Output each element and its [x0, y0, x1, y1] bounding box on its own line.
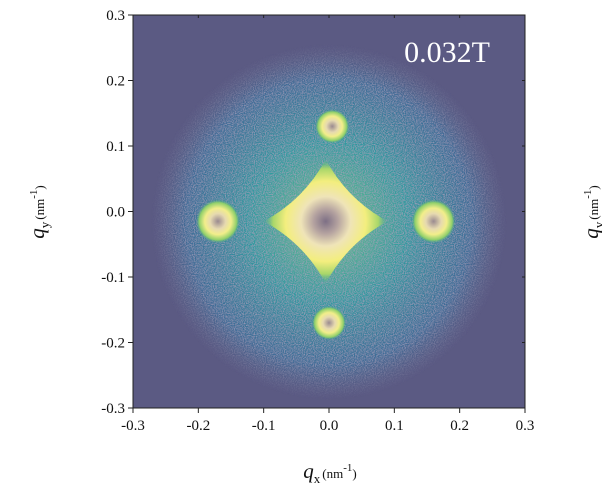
x-label-subscript: x — [314, 471, 321, 486]
image-area: 0.032T — [133, 15, 525, 408]
y-tick-label: 0.2 — [106, 74, 125, 90]
x-tick-label: 0.2 — [450, 418, 469, 434]
bragg-peak — [411, 199, 456, 244]
y-label-close: ) — [586, 185, 601, 189]
y-tick-label: -0.3 — [101, 401, 125, 417]
y-label-unit: (nm — [32, 199, 47, 220]
central-peak — [263, 159, 388, 284]
y-tick-label: 0.1 — [106, 139, 125, 155]
bragg-peak — [312, 305, 346, 340]
y-label-symbol: q — [579, 228, 602, 239]
y-label-unit: (nm — [586, 199, 601, 220]
y-label-subscript: y — [591, 221, 602, 228]
x-axis-label: qx (nm-1) — [303, 459, 356, 486]
x-tick-label: -0.3 — [121, 418, 145, 434]
y-tick-label: 0.3 — [106, 8, 125, 24]
y-tick-label: -0.1 — [101, 270, 125, 286]
y-label-symbol: q — [25, 228, 49, 239]
y-label-close: ) — [32, 185, 47, 189]
bragg-peak — [315, 109, 350, 144]
y-label-exponent: -1 — [28, 190, 40, 199]
neighbor-y-axis-label: qy(nm-1) — [579, 185, 602, 238]
x-label-exponent: -1 — [343, 462, 352, 474]
x-tick-label: 0.3 — [516, 418, 535, 434]
x-label-symbol: q — [303, 459, 314, 483]
axes: -0.3 -0.2 -0.1 0.0 0.1 0.2 0.3 -0.3 -0.2 -0.1 0.0 0… — [101, 8, 534, 434]
annotation: 0.032T — [404, 36, 490, 69]
y-tick-label: 0.0 — [106, 205, 125, 221]
x-tick-label: -0.2 — [186, 418, 210, 434]
bragg-peak — [195, 199, 240, 244]
y-label-subscript: y — [37, 221, 52, 228]
peak-group — [195, 109, 456, 340]
x-label-unit: (nm — [322, 466, 343, 481]
x-tick-label: 0.1 — [385, 418, 404, 434]
x-tick-label: -0.1 — [252, 418, 276, 434]
y-tick-label: -0.2 — [101, 336, 125, 352]
y-label-exponent: -1 — [582, 190, 594, 199]
y-axis-label: qy(nm-1) — [25, 185, 52, 238]
x-tick-label: 0.0 — [320, 418, 339, 434]
x-label-close: ) — [352, 466, 356, 481]
